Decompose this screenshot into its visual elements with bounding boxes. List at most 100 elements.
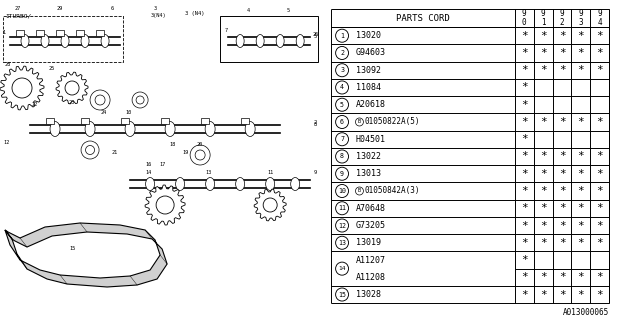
Text: 6: 6 xyxy=(340,119,344,125)
Ellipse shape xyxy=(125,122,135,137)
Text: *: * xyxy=(577,48,584,58)
Bar xyxy=(96,30,104,36)
Circle shape xyxy=(65,81,79,95)
Text: *: * xyxy=(540,117,547,127)
Text: 5: 5 xyxy=(287,7,290,12)
Circle shape xyxy=(95,95,105,105)
Text: 28: 28 xyxy=(5,61,11,67)
Text: 1: 1 xyxy=(3,29,6,35)
Text: 23: 23 xyxy=(69,100,75,105)
Text: *: * xyxy=(521,290,527,300)
Text: 4: 4 xyxy=(340,84,344,91)
Text: *: * xyxy=(521,272,527,282)
Text: 19: 19 xyxy=(182,149,188,155)
Text: *: * xyxy=(521,134,527,144)
Text: 5: 5 xyxy=(314,35,317,39)
Ellipse shape xyxy=(81,35,89,47)
Bar xyxy=(76,30,84,36)
Ellipse shape xyxy=(205,122,215,137)
Text: *: * xyxy=(596,48,603,58)
Ellipse shape xyxy=(266,178,275,190)
Circle shape xyxy=(156,196,174,214)
Text: 7: 7 xyxy=(340,136,344,142)
Text: 10: 10 xyxy=(125,109,131,115)
Text: 18: 18 xyxy=(169,142,175,148)
Text: *: * xyxy=(559,151,565,162)
Text: *: * xyxy=(577,151,584,162)
Text: *: * xyxy=(596,31,603,41)
Text: *: * xyxy=(540,48,547,58)
Circle shape xyxy=(132,92,148,108)
Text: A20618: A20618 xyxy=(356,100,386,109)
Text: 12: 12 xyxy=(338,222,346,228)
Text: *: * xyxy=(596,151,603,162)
Text: 20: 20 xyxy=(197,142,204,148)
Ellipse shape xyxy=(101,35,109,47)
Text: 13022: 13022 xyxy=(356,152,381,161)
Ellipse shape xyxy=(245,122,255,137)
Bar xyxy=(220,16,318,62)
Text: *: * xyxy=(521,65,527,75)
Text: *: * xyxy=(540,220,547,230)
Text: *: * xyxy=(596,186,603,196)
Bar xyxy=(36,30,44,36)
Text: *: * xyxy=(540,203,547,213)
Text: 24: 24 xyxy=(101,109,107,115)
Text: *: * xyxy=(521,48,527,58)
Text: 15: 15 xyxy=(69,245,75,251)
Text: *: * xyxy=(521,255,527,265)
Text: 26: 26 xyxy=(312,33,318,37)
Text: 8: 8 xyxy=(314,123,317,127)
Text: 22: 22 xyxy=(32,102,38,108)
Text: *: * xyxy=(596,169,603,179)
Text: 2: 2 xyxy=(314,119,317,124)
Text: 13092: 13092 xyxy=(356,66,381,75)
Text: 9: 9 xyxy=(314,170,317,174)
Text: 3: 3 xyxy=(340,67,344,73)
Text: PARTS CORD: PARTS CORD xyxy=(396,13,450,22)
Text: *: * xyxy=(540,169,547,179)
Text: *: * xyxy=(577,220,584,230)
Text: *: * xyxy=(521,117,527,127)
Text: 3: 3 xyxy=(154,5,157,11)
Text: H04501: H04501 xyxy=(356,135,386,144)
Ellipse shape xyxy=(205,178,214,190)
Text: *: * xyxy=(559,65,565,75)
Text: 2: 2 xyxy=(340,50,344,56)
Text: *: * xyxy=(540,65,547,75)
Text: *: * xyxy=(577,290,584,300)
Text: 13: 13 xyxy=(205,170,211,174)
Text: 16: 16 xyxy=(145,163,151,167)
Text: A70648: A70648 xyxy=(356,204,386,213)
Text: 9
4: 9 4 xyxy=(598,9,602,27)
Ellipse shape xyxy=(50,122,60,137)
Text: *: * xyxy=(596,238,603,248)
Circle shape xyxy=(195,150,205,160)
Text: *: * xyxy=(559,48,565,58)
Text: *: * xyxy=(577,169,584,179)
Text: *: * xyxy=(577,186,584,196)
Text: *: * xyxy=(559,117,565,127)
Text: 14: 14 xyxy=(339,266,346,271)
Text: 12: 12 xyxy=(3,140,9,145)
Bar xyxy=(56,30,64,36)
Text: *: * xyxy=(577,272,584,282)
Text: G94603: G94603 xyxy=(356,48,386,58)
Text: 14: 14 xyxy=(145,170,151,174)
Ellipse shape xyxy=(291,178,300,190)
Text: *: * xyxy=(577,117,584,127)
Text: *: * xyxy=(577,238,584,248)
Text: 8: 8 xyxy=(340,154,344,159)
Ellipse shape xyxy=(296,35,304,47)
Text: *: * xyxy=(540,186,547,196)
Polygon shape xyxy=(254,189,286,221)
Text: A013000065: A013000065 xyxy=(563,308,609,317)
Text: 1: 1 xyxy=(340,33,344,39)
Text: 01050842A(3): 01050842A(3) xyxy=(365,187,420,196)
Text: *: * xyxy=(521,169,527,179)
Text: 9
2: 9 2 xyxy=(560,9,564,27)
Text: 11: 11 xyxy=(267,170,273,174)
Text: *: * xyxy=(521,186,527,196)
Text: 13: 13 xyxy=(338,240,346,246)
Bar xyxy=(46,118,54,124)
